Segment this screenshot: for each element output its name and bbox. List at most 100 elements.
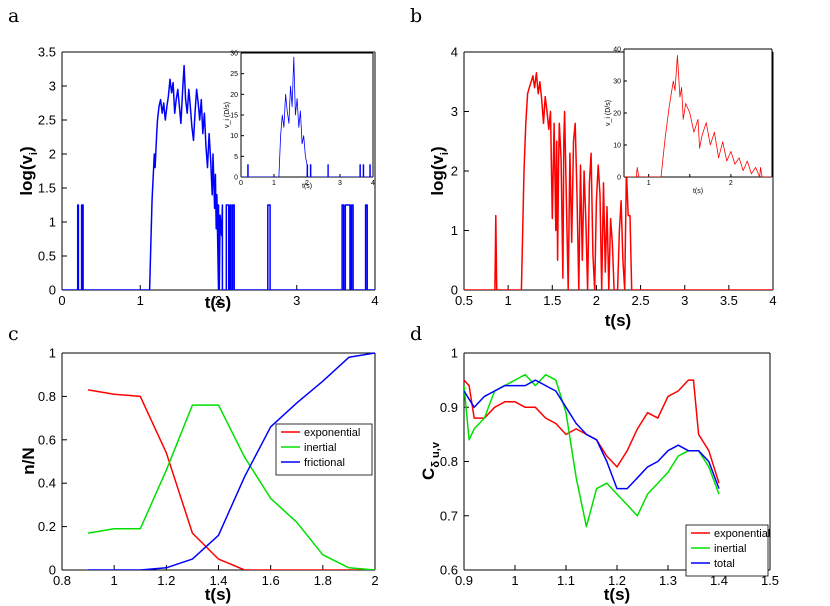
panel-c-series-inertial <box>87 404 375 570</box>
panel-d-legend-label-inertial: inertial <box>714 543 746 555</box>
panel-b-x-tick-label: 1.5 <box>543 293 561 308</box>
panel-d-x-tick-label: 1.4 <box>710 573 728 588</box>
panel-c-y-tick-label: 0.2 <box>38 519 56 534</box>
panel-a-y-tick-label: 0.5 <box>38 249 56 264</box>
panel-label-b: b <box>410 5 422 27</box>
panel-d-series-total <box>464 379 720 490</box>
panel-a-inset-x-tick-label: 2 <box>305 180 309 187</box>
panel-b-y-label: log(vi) <box>428 146 451 195</box>
panel-b-inset-y-label: v_i (D/s) <box>605 100 612 126</box>
panel-c-x-label: t(s) <box>205 585 231 604</box>
panel-d-x-tick-label: 1.3 <box>659 573 677 588</box>
panel-d-y-tick-label: 0.9 <box>440 400 458 415</box>
panel-d-x-tick-label: 1.2 <box>608 573 626 588</box>
panel-b-inset-x-label: t(s) <box>693 188 703 195</box>
panel-label-a: a <box>8 5 19 27</box>
panel-b-x-tick-label: 1 <box>505 293 512 308</box>
panel-b-y-tick-label: 0 <box>451 283 458 298</box>
panel-a-y-tick-label: 2 <box>49 147 56 162</box>
panel-b-inset-series <box>624 55 772 177</box>
panel-a-y-label: log(vi) <box>17 146 40 195</box>
panel-c-y-tick-label: 1 <box>49 346 56 361</box>
panel-a-inset-background <box>241 53 373 177</box>
panel-a-series-logvi <box>62 64 375 290</box>
panel-a-inset-x-label: t(s) <box>302 183 312 190</box>
panel-c: c 0.8 1 1.2 1.4 1.6 1.8 2 0 0.2 0.4 0.6 0.8 1 t(s) n/N e… <box>8 323 379 604</box>
panel-d-legend: exponential inertial total <box>685 524 770 577</box>
panel-a: a 0 1 2 3 4 0 0.5 1 1.5 2 2.5 3 3.5 t(s) log(vi) 0 1 2 3 4 0 5… <box>8 5 379 312</box>
panel-d-x-tick-label: 1.5 <box>761 573 779 588</box>
panel-d-y-tick-label: 0.6 <box>440 563 458 578</box>
panel-d-y-label-sub: δ u,v <box>430 441 442 468</box>
panel-a-y-tick-label: 0 <box>49 283 56 298</box>
panel-c-series-exponential <box>87 389 375 570</box>
panel-d-y-label-base: C <box>419 468 438 480</box>
panel-c-legend-label-inertial: inertial <box>304 442 336 454</box>
panel-c-y-label-base: n/N <box>19 447 38 474</box>
panel-a-y-tick-label: 2.5 <box>38 113 56 128</box>
panel-c-legend-label-frictional: frictional <box>304 457 345 469</box>
panel-b-inset-y-tick-label: 30 <box>613 79 621 86</box>
panel-a-y-tick-label: 1 <box>49 215 56 230</box>
panel-c-x-tick-label: 1.4 <box>209 573 227 588</box>
panel-c-x-tick-label: 1.8 <box>314 573 332 588</box>
panel-d-series-exponential <box>464 379 720 484</box>
panel-b-y-tick-label: 3 <box>451 104 458 119</box>
panel-a-x-tick-label: 2 <box>215 293 222 308</box>
panel-a-x-tick-label: 0 <box>58 293 65 308</box>
panel-c-y-tick-label: 0 <box>49 563 56 578</box>
panel-a-x-label: t(s) <box>205 293 231 312</box>
panel-d-y-tick-label: 1 <box>451 346 458 361</box>
panel-b-inset-x-tick-label: 2 <box>729 180 733 187</box>
panel-d-legend-label-exponential: exponential <box>714 528 770 540</box>
panel-a-inset-series <box>241 56 373 177</box>
panel-b-x-tick-label: 4 <box>769 293 776 308</box>
panel-c-y-label: n/N <box>19 447 38 474</box>
panel-b-x-tick-label: 2 <box>593 293 600 308</box>
panel-a-inset-y-tick-label: 5 <box>234 154 238 161</box>
panel-a-inset-x-tick-label: 1 <box>272 180 276 187</box>
panel-b-y-tick-label: 4 <box>451 45 458 60</box>
panel-label-c: c <box>8 323 19 345</box>
panel-a-x-tick-label: 3 <box>293 293 300 308</box>
panel-b-y-label-base: log(v <box>428 155 447 196</box>
panel-d-x-tick-label: 0.9 <box>455 573 473 588</box>
panel-d: d 0.9 1 1.1 1.2 1.3 1.4 1.5 0.6 0.7 0.8 0.9 1 t(s) Cδ … <box>410 323 779 604</box>
panel-b-y-tick-label: 1 <box>451 223 458 238</box>
panel-b-series-logvi <box>464 72 773 290</box>
panel-c-x-tick-label: 1 <box>111 573 118 588</box>
panel-c-x-tick-label: 1.6 <box>262 573 280 588</box>
panel-a-x-tick-label: 4 <box>371 293 378 308</box>
panel-d-y-label: Cδ u,v <box>419 441 442 480</box>
panel-b-inset-y-tick-label: 0 <box>617 175 621 182</box>
panel-label-d: d <box>410 323 422 345</box>
panel-a-y-tick-label: 3 <box>49 79 56 94</box>
panel-a-inset-x-tick-label: 4 <box>371 180 375 187</box>
panel-d-x-tick-label: 1.1 <box>557 573 575 588</box>
panel-d-y-tick-label: 0.7 <box>440 508 458 523</box>
panel-c-y-tick-label: 0.4 <box>38 476 56 491</box>
panel-c-series-frictional <box>88 352 375 570</box>
panel-c-x-tick-label: 0.8 <box>53 573 71 588</box>
panel-b-inset-y-tick-label: 20 <box>613 111 621 118</box>
panel-a-inset-x-tick-label: 3 <box>338 180 342 187</box>
panel-c-y-tick-label: 0.8 <box>38 389 56 404</box>
panel-a-y-tick-label: 3.5 <box>38 45 56 60</box>
panel-a-y-tick-label: 1.5 <box>38 181 56 196</box>
panel-c-x-tick-label: 1.2 <box>157 573 175 588</box>
panel-b-x-tick-label: 0.5 <box>455 293 473 308</box>
panel-b-inset-x-tick-label: 1 <box>647 180 651 187</box>
panel-a-x-tick-label: 1 <box>137 293 144 308</box>
panel-d-legend-label-total: total <box>714 558 735 570</box>
panel-d-y-tick-label: 0.8 <box>440 454 458 469</box>
panel-b-inset-y-tick-label: 10 <box>613 143 621 150</box>
panel-b-y-label-sub: i <box>439 152 451 155</box>
panel-a-inset-y-tick-label: 0 <box>234 175 238 182</box>
panel-b-inset-y-tick-label: 40 <box>613 47 621 54</box>
panel-c-legend: exponential inertial frictional <box>275 423 373 476</box>
panel-a-y-label-base: log(v <box>17 155 36 196</box>
panel-a-inset-y-tick-label: 15 <box>230 113 238 120</box>
